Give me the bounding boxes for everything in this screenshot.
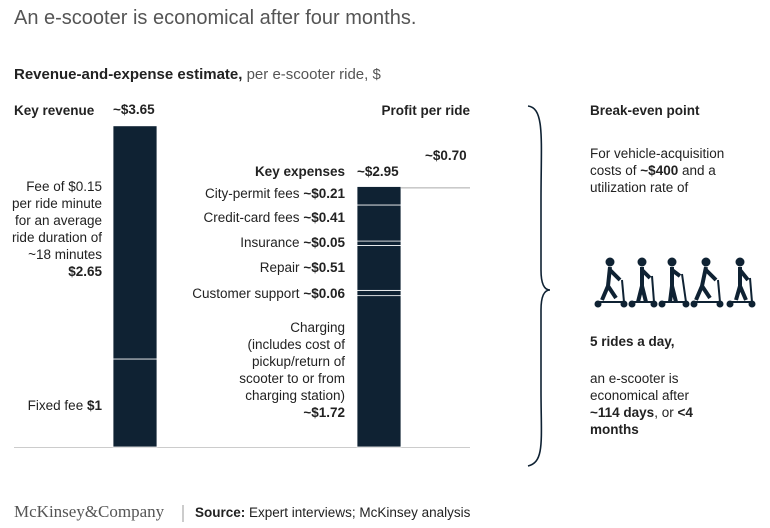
break-even-title: Break-even point xyxy=(590,103,700,118)
source-text: Expert interviews; McKinsey analysis xyxy=(249,505,471,520)
riders-icon xyxy=(594,257,756,308)
expense-segment xyxy=(356,240,402,246)
break-even-intro: For vehicle-acquisition costs of ~$400 a… xyxy=(590,145,750,196)
intro-pre: For vehicle-acquisition costs of xyxy=(590,146,725,178)
days: ~114 days xyxy=(590,405,655,420)
expense-segment xyxy=(356,245,402,291)
revenue-segment xyxy=(112,125,158,360)
expense-category: Customer support xyxy=(192,286,300,301)
expense-category: Charging (includes cost of pickup/return… xyxy=(239,320,345,403)
revenue-segment xyxy=(112,358,158,448)
profit-value: ~$0.70 xyxy=(425,148,467,164)
title: An e-scooter is economical after four mo… xyxy=(14,7,417,29)
intro-post: and a utilization rate of xyxy=(590,163,716,195)
expense-label: Credit-card fees ~$0.41 xyxy=(145,209,345,226)
expense-label: Charging (includes cost of pickup/return… xyxy=(233,319,345,421)
expense-value: ~$1.72 xyxy=(303,405,345,420)
expense-value: ~$0.06 xyxy=(303,286,345,301)
expense-label: Customer support ~$0.06 xyxy=(145,285,345,302)
result-pre: an e-scooter is economical after xyxy=(590,371,690,403)
source-label: Source: xyxy=(195,505,246,520)
result-mid: , or xyxy=(654,405,674,420)
expense-segment xyxy=(356,295,402,448)
expense-category: City-permit fees xyxy=(205,186,300,201)
revenue-category: Fixed fee xyxy=(27,398,84,413)
revenue-value: $1 xyxy=(86,398,102,413)
revenue-label: Fee of $0.15 per ride minute for an aver… xyxy=(4,178,102,280)
revenue-total: ~$3.65 xyxy=(113,101,155,117)
utilization-rate: 5 rides a day, xyxy=(590,334,675,349)
revenue-value: $2.65 xyxy=(68,264,102,279)
revenue-header: Key revenue xyxy=(14,103,95,118)
expense-value: ~$0.05 xyxy=(303,235,345,250)
expense-segment xyxy=(356,204,402,242)
logo: McKinsey&Company xyxy=(14,502,165,521)
expense-category: Insurance xyxy=(240,235,300,250)
break-even-result: an e-scooter is economical after ~114 da… xyxy=(590,370,715,438)
subtitle-bold: Revenue-and-expense estimate, xyxy=(14,66,243,83)
expense-label: Insurance ~$0.05 xyxy=(145,234,345,251)
subtitle-text: per e-scooter ride, $ xyxy=(246,66,381,83)
revenue-label: Fixed fee $1 xyxy=(2,397,102,414)
expense-value: ~$0.21 xyxy=(303,186,345,201)
revenue-category: Fee of $0.15 per ride minute for an aver… xyxy=(11,179,102,262)
expense-value: ~$0.41 xyxy=(303,210,345,225)
expenses-total: ~$2.95 xyxy=(357,164,399,180)
expense-segment xyxy=(356,289,402,297)
profit-header: Profit per ride xyxy=(381,103,470,118)
expense-category: Credit-card fees xyxy=(203,210,300,225)
source: Source: Expert interviews; McKinsey anal… xyxy=(195,504,470,521)
months: <4 months xyxy=(590,405,693,437)
expense-value: ~$0.51 xyxy=(303,260,345,275)
acquisition-cost: ~$400 xyxy=(640,163,679,178)
expense-label: City-permit fees ~$0.21 xyxy=(145,185,345,202)
expense-segment xyxy=(356,186,402,206)
subtitle: Revenue-and-expense estimate, per e-scoo… xyxy=(14,66,381,83)
expenses-name: Key expenses xyxy=(254,164,345,179)
brace xyxy=(527,105,551,467)
expense-label: Repair ~$0.51 xyxy=(145,259,345,276)
expense-category: Repair xyxy=(259,260,300,275)
